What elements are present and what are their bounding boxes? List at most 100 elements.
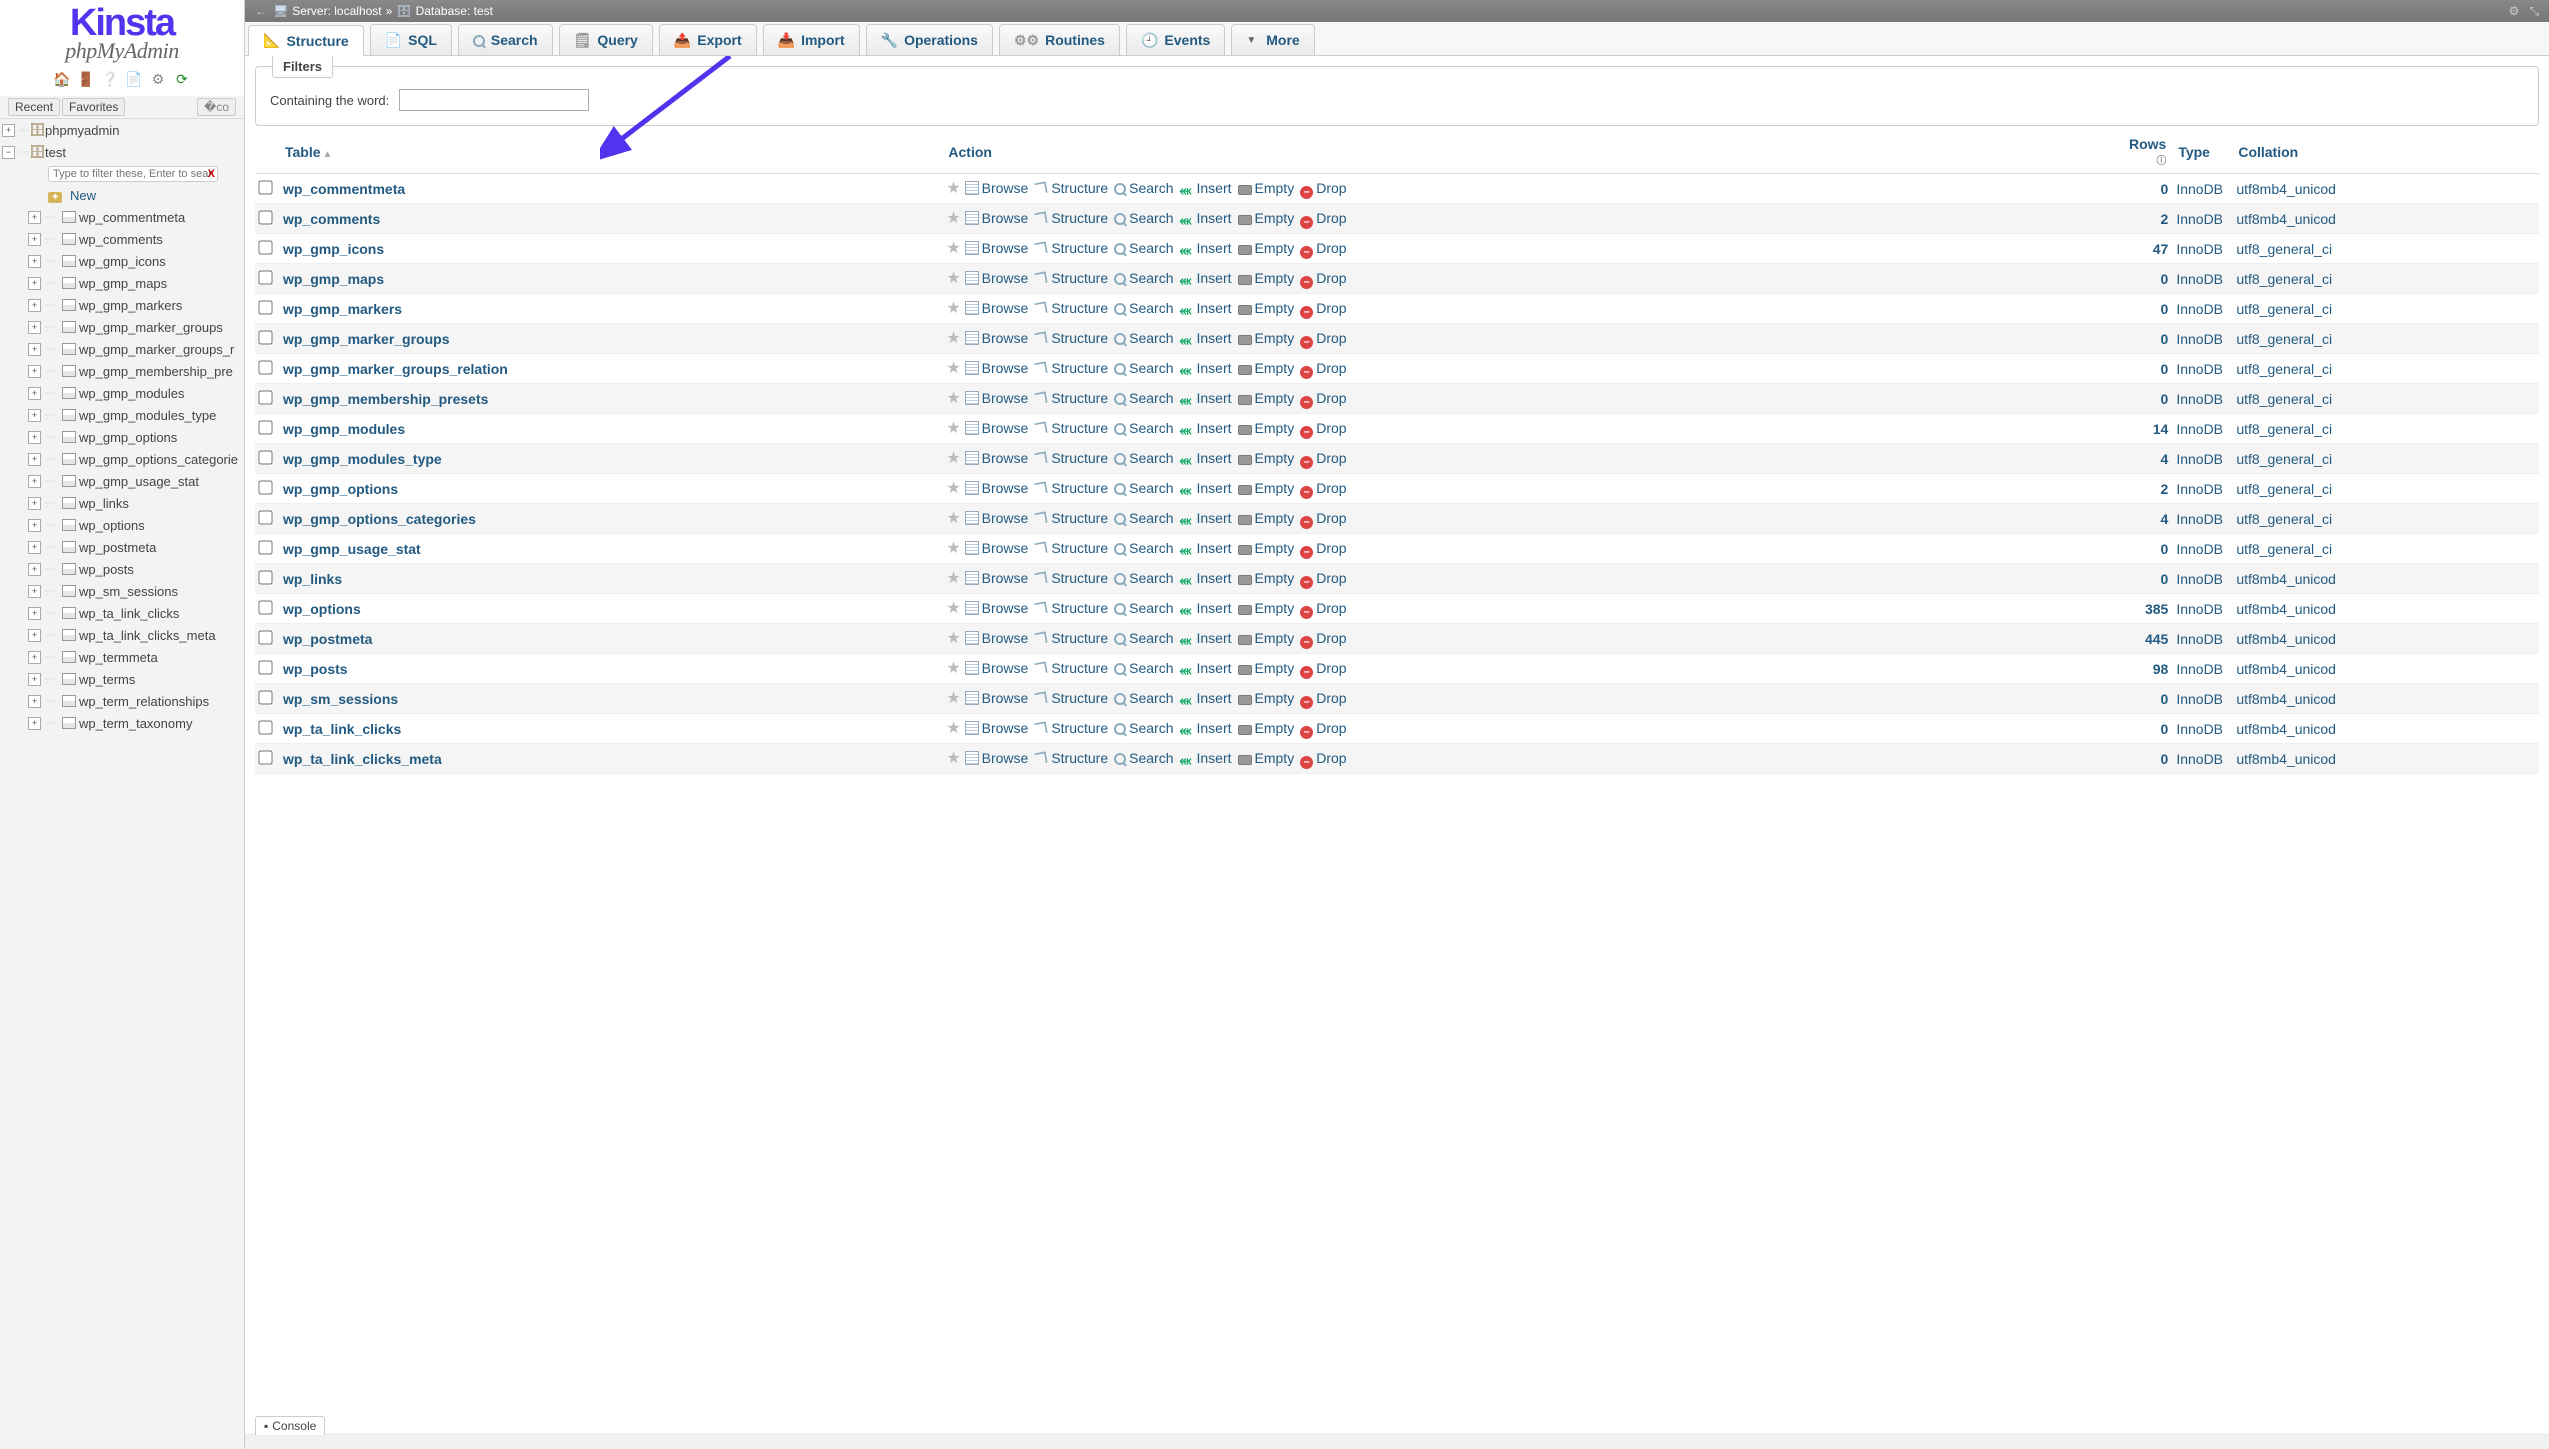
row-checkbox[interactable] bbox=[258, 210, 272, 224]
search-action[interactable]: Search bbox=[1114, 300, 1173, 316]
expand-icon[interactable]: + bbox=[28, 629, 41, 642]
browse-action[interactable]: Browse bbox=[965, 300, 1029, 316]
drop-action[interactable]: –Drop bbox=[1300, 630, 1346, 646]
browse-action[interactable]: Browse bbox=[965, 270, 1029, 286]
favorite-star-icon[interactable]: ★ bbox=[946, 540, 960, 557]
settings-icon[interactable]: ⚙ bbox=[149, 70, 167, 88]
search-action[interactable]: Search bbox=[1114, 390, 1173, 406]
row-checkbox[interactable] bbox=[258, 360, 272, 374]
row-checkbox[interactable] bbox=[258, 600, 272, 614]
search-action[interactable]: Search bbox=[1114, 630, 1173, 646]
row-checkbox[interactable] bbox=[258, 750, 272, 764]
browse-action[interactable]: Browse bbox=[965, 600, 1029, 616]
browse-action[interactable]: Browse bbox=[965, 690, 1029, 706]
expand-icon[interactable]: + bbox=[28, 607, 41, 620]
col-table[interactable]: Table▲ bbox=[279, 130, 942, 174]
row-checkbox[interactable] bbox=[258, 540, 272, 554]
rows-help-icon[interactable]: ⓘ bbox=[2128, 152, 2166, 167]
table-name-link[interactable]: wp_gmp_membership_presets bbox=[283, 391, 488, 407]
insert-action[interactable]: ⬼Insert bbox=[1180, 300, 1232, 316]
empty-action[interactable]: Empty bbox=[1238, 630, 1295, 646]
collapse-topbar-icon[interactable]: ⤡ bbox=[2529, 4, 2539, 19]
logout-icon[interactable]: 🚪 bbox=[77, 70, 95, 88]
favorites-button[interactable]: Favorites bbox=[62, 98, 125, 116]
recent-button[interactable]: Recent bbox=[8, 98, 60, 116]
row-checkbox[interactable] bbox=[258, 420, 272, 434]
tree-table-item[interactable]: wp_gmp_maps bbox=[79, 276, 167, 291]
drop-action[interactable]: –Drop bbox=[1300, 420, 1346, 436]
expand-icon[interactable]: + bbox=[28, 233, 41, 246]
expand-icon[interactable]: + bbox=[28, 541, 41, 554]
structure-action[interactable]: Structure bbox=[1034, 450, 1108, 466]
tree-table-item[interactable]: wp_commentmeta bbox=[79, 210, 185, 225]
col-collation[interactable]: Collation bbox=[2232, 130, 2539, 174]
tree-table-item[interactable]: wp_gmp_markers bbox=[79, 298, 182, 313]
table-name-link[interactable]: wp_posts bbox=[283, 661, 348, 677]
table-name-link[interactable]: wp_postmeta bbox=[283, 631, 372, 647]
empty-action[interactable]: Empty bbox=[1238, 510, 1295, 526]
table-name-link[interactable]: wp_gmp_marker_groups bbox=[283, 331, 450, 347]
browse-action[interactable]: Browse bbox=[965, 180, 1029, 196]
drop-action[interactable]: –Drop bbox=[1300, 180, 1346, 196]
empty-action[interactable]: Empty bbox=[1238, 300, 1295, 316]
tab-sql[interactable]: 📄SQL bbox=[370, 24, 452, 55]
tab-structure[interactable]: 📐Structure bbox=[248, 25, 364, 56]
drop-action[interactable]: –Drop bbox=[1300, 300, 1346, 316]
tree-table-item[interactable]: wp_gmp_modules bbox=[79, 386, 185, 401]
empty-action[interactable]: Empty bbox=[1238, 390, 1295, 406]
empty-action[interactable]: Empty bbox=[1238, 690, 1295, 706]
insert-action[interactable]: ⬼Insert bbox=[1180, 720, 1232, 736]
favorite-star-icon[interactable]: ★ bbox=[946, 330, 960, 347]
tab-operations[interactable]: 🔧Operations bbox=[866, 24, 993, 55]
structure-action[interactable]: Structure bbox=[1034, 570, 1108, 586]
tree-table-item[interactable]: wp_gmp_membership_pre bbox=[79, 364, 233, 379]
row-checkbox[interactable] bbox=[258, 660, 272, 674]
favorite-star-icon[interactable]: ★ bbox=[946, 480, 960, 497]
tab-more[interactable]: ▼More bbox=[1231, 24, 1314, 55]
table-name-link[interactable]: wp_gmp_options_categories bbox=[283, 511, 476, 527]
search-action[interactable]: Search bbox=[1114, 510, 1173, 526]
expand-icon[interactable]: + bbox=[28, 409, 41, 422]
favorite-star-icon[interactable]: ★ bbox=[946, 600, 960, 617]
browse-action[interactable]: Browse bbox=[965, 210, 1029, 226]
expand-icon[interactable]: + bbox=[28, 255, 41, 268]
horizontal-scrollbar[interactable] bbox=[245, 1433, 2549, 1449]
expand-icon[interactable]: + bbox=[28, 431, 41, 444]
table-name-link[interactable]: wp_comments bbox=[283, 211, 380, 227]
structure-action[interactable]: Structure bbox=[1034, 660, 1108, 676]
table-name-link[interactable]: wp_options bbox=[283, 601, 361, 617]
tree-table-item[interactable]: wp_gmp_options_categorie bbox=[79, 452, 238, 467]
drop-action[interactable]: –Drop bbox=[1300, 210, 1346, 226]
browse-action[interactable]: Browse bbox=[965, 750, 1029, 766]
tab-routines[interactable]: ⚙⚙Routines bbox=[999, 24, 1120, 55]
table-name-link[interactable]: wp_gmp_options bbox=[283, 481, 398, 497]
structure-action[interactable]: Structure bbox=[1034, 540, 1108, 556]
empty-action[interactable]: Empty bbox=[1238, 540, 1295, 556]
browse-action[interactable]: Browse bbox=[965, 480, 1029, 496]
table-name-link[interactable]: wp_gmp_modules bbox=[283, 421, 405, 437]
empty-action[interactable]: Empty bbox=[1238, 180, 1295, 196]
structure-action[interactable]: Structure bbox=[1034, 720, 1108, 736]
empty-action[interactable]: Empty bbox=[1238, 330, 1295, 346]
tree-table-item[interactable]: wp_postmeta bbox=[79, 540, 156, 555]
search-action[interactable]: Search bbox=[1114, 210, 1173, 226]
back-icon[interactable]: ← bbox=[255, 4, 267, 18]
favorite-star-icon[interactable]: ★ bbox=[946, 630, 960, 647]
favorite-star-icon[interactable]: ★ bbox=[946, 180, 960, 197]
browse-action[interactable]: Browse bbox=[965, 240, 1029, 256]
table-name-link[interactable]: wp_gmp_maps bbox=[283, 271, 384, 287]
collapse-icon[interactable]: �co bbox=[197, 98, 236, 116]
search-action[interactable]: Search bbox=[1114, 660, 1173, 676]
drop-action[interactable]: –Drop bbox=[1300, 660, 1346, 676]
favorite-star-icon[interactable]: ★ bbox=[946, 720, 960, 737]
browse-action[interactable]: Browse bbox=[965, 630, 1029, 646]
expand-icon[interactable]: + bbox=[28, 211, 41, 224]
tree-table-item[interactable]: wp_term_relationships bbox=[79, 694, 209, 709]
expand-icon[interactable]: + bbox=[28, 277, 41, 290]
structure-action[interactable]: Structure bbox=[1034, 750, 1108, 766]
structure-action[interactable]: Structure bbox=[1034, 180, 1108, 196]
row-checkbox[interactable] bbox=[258, 510, 272, 524]
structure-action[interactable]: Structure bbox=[1034, 330, 1108, 346]
empty-action[interactable]: Empty bbox=[1238, 720, 1295, 736]
search-action[interactable]: Search bbox=[1114, 270, 1173, 286]
